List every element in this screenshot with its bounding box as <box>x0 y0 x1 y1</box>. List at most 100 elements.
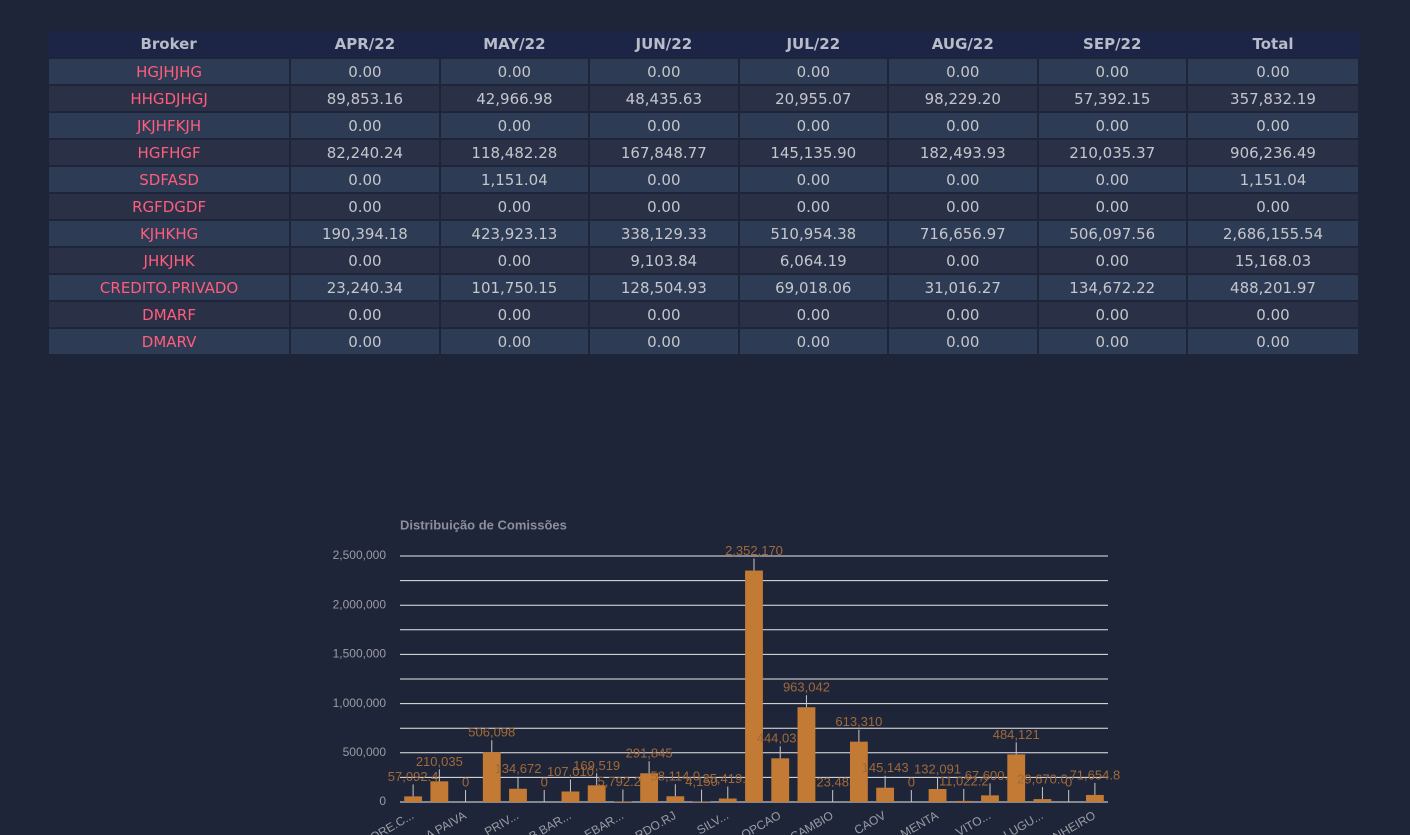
column-header: JUL/22 <box>738 31 890 58</box>
cell: 0.00 <box>737 300 890 329</box>
cell: 0.00 <box>588 327 740 356</box>
chart-title: Distribuição de Comissões <box>400 517 567 532</box>
value-label: 0 <box>1065 774 1072 789</box>
cell: 134,672.22 <box>1036 273 1188 302</box>
cell: 1,151.04 <box>438 165 591 194</box>
cell: 210,035.37 <box>1036 138 1188 167</box>
cell: 57,392.15 <box>1036 84 1188 113</box>
x-tick-label: CAOV <box>852 808 888 835</box>
cell: 0.00 <box>1036 300 1188 329</box>
cell: 0.00 <box>887 57 1039 86</box>
cell: 145,135.90 <box>737 138 890 167</box>
value-label: 57,092.4 <box>388 769 439 784</box>
cell: 0.00 <box>1036 57 1188 86</box>
cell: 0.00 <box>1185 192 1361 221</box>
cell: 98,229.20 <box>887 84 1039 113</box>
value-label: 484,121 <box>993 727 1040 742</box>
value-label: 210,035 <box>416 754 463 769</box>
cell: 0.00 <box>887 246 1039 275</box>
cell: 423,923.13 <box>438 219 591 248</box>
cell: 167,848.77 <box>588 138 740 167</box>
bar <box>1007 754 1026 802</box>
x-tick-label: SILV... <box>694 808 730 835</box>
column-header: APR/22 <box>290 31 441 58</box>
bar <box>771 758 790 802</box>
cell: 0.00 <box>1185 111 1361 140</box>
value-label: 71,654.8 <box>1070 767 1121 782</box>
value-label: 2,352,170 <box>725 543 783 558</box>
broker-cell: DMARV <box>46 327 292 356</box>
cell: 48,435.63 <box>588 84 740 113</box>
x-tick-label: MENTA <box>898 808 941 835</box>
cell: 0.00 <box>588 300 740 329</box>
value-label: 169,519 <box>573 758 620 773</box>
cell: 31,016.27 <box>887 273 1039 302</box>
cell: 0.00 <box>887 300 1039 329</box>
cell: 0.00 <box>887 327 1039 356</box>
cell: 0.00 <box>1185 300 1361 329</box>
cell: 1,151.04 <box>1185 165 1361 194</box>
cell: 0.00 <box>737 165 890 194</box>
bar <box>981 795 999 802</box>
cell: 0.00 <box>438 111 591 140</box>
x-tick-label: CAMBIO <box>788 808 836 835</box>
column-header: AUG/22 <box>888 31 1039 58</box>
bar <box>1033 799 1052 802</box>
broker-cell: HHGDJHGJ <box>46 84 292 113</box>
cell: 0.00 <box>438 192 591 221</box>
value-label: 5,792.28 <box>598 774 649 789</box>
cell: 906,236.49 <box>1185 138 1361 167</box>
cell: 0.00 <box>737 327 890 356</box>
y-tick-label: 1,000,000 <box>333 696 387 710</box>
bar <box>613 801 632 802</box>
bar <box>928 789 947 802</box>
cell: 0.00 <box>289 57 441 86</box>
bar <box>482 752 501 802</box>
cell: 0.00 <box>289 327 441 356</box>
cell: 190,394.18 <box>289 219 441 248</box>
cell: 0.00 <box>1185 57 1361 86</box>
x-tick-label: LUGU... <box>1001 808 1046 835</box>
value-label: 145,143 <box>862 760 909 775</box>
cell: 0.00 <box>438 300 591 329</box>
cell: 0.00 <box>438 57 591 86</box>
cell: 0.00 <box>887 165 1039 194</box>
cell: 0.00 <box>1036 327 1188 356</box>
value-label: 291,845 <box>626 746 673 761</box>
value-label: 67,600.1 <box>965 768 1016 783</box>
value-label: 0 <box>908 774 915 789</box>
column-header: MAY/22 <box>439 31 591 58</box>
cell: 0.00 <box>1036 246 1188 275</box>
cell: 0.00 <box>588 57 740 86</box>
y-tick-label: 2,500,000 <box>333 548 387 562</box>
y-tick-label: 1,500,000 <box>333 647 387 661</box>
cell: 338,129.33 <box>588 219 740 248</box>
cell: 0.00 <box>737 111 890 140</box>
broker-cell: DMARF <box>46 300 292 329</box>
cell: 0.00 <box>588 165 740 194</box>
value-label: 613,310 <box>835 714 882 729</box>
x-tick-label: VITO... <box>953 808 993 835</box>
table-row: JHKJHK 0.00 0.00 9,103.84 6,064.19 0.00 0.00 15… <box>46 246 1361 275</box>
y-tick-label: 500,000 <box>343 745 387 759</box>
broker-cell: CREDITO.PRIVADO <box>46 273 292 302</box>
cell: 20,955.07 <box>737 84 890 113</box>
broker-cell: HGJHJHG <box>46 57 292 86</box>
x-tick-label: PRIV... <box>482 808 521 835</box>
value-label: 963,042 <box>783 680 830 695</box>
bar <box>509 788 527 802</box>
bar <box>430 781 449 802</box>
cell: 69,018.06 <box>737 273 890 302</box>
value-label: 0 <box>462 774 469 789</box>
broker-cell: HGFHGF <box>46 138 292 167</box>
value-label: 35,419.8 <box>702 771 753 786</box>
table-row: DMARV 0.00 0.00 0.00 0.00 0.00 0.00 0.00 <box>46 327 1361 356</box>
bar <box>849 741 868 802</box>
cell: 0.00 <box>438 246 591 275</box>
cell: 0.00 <box>1036 111 1188 140</box>
cell: 0.00 <box>289 111 441 140</box>
bar <box>745 570 763 802</box>
x-tick-label: OPCAO <box>739 808 784 835</box>
cell: 0.00 <box>737 57 890 86</box>
